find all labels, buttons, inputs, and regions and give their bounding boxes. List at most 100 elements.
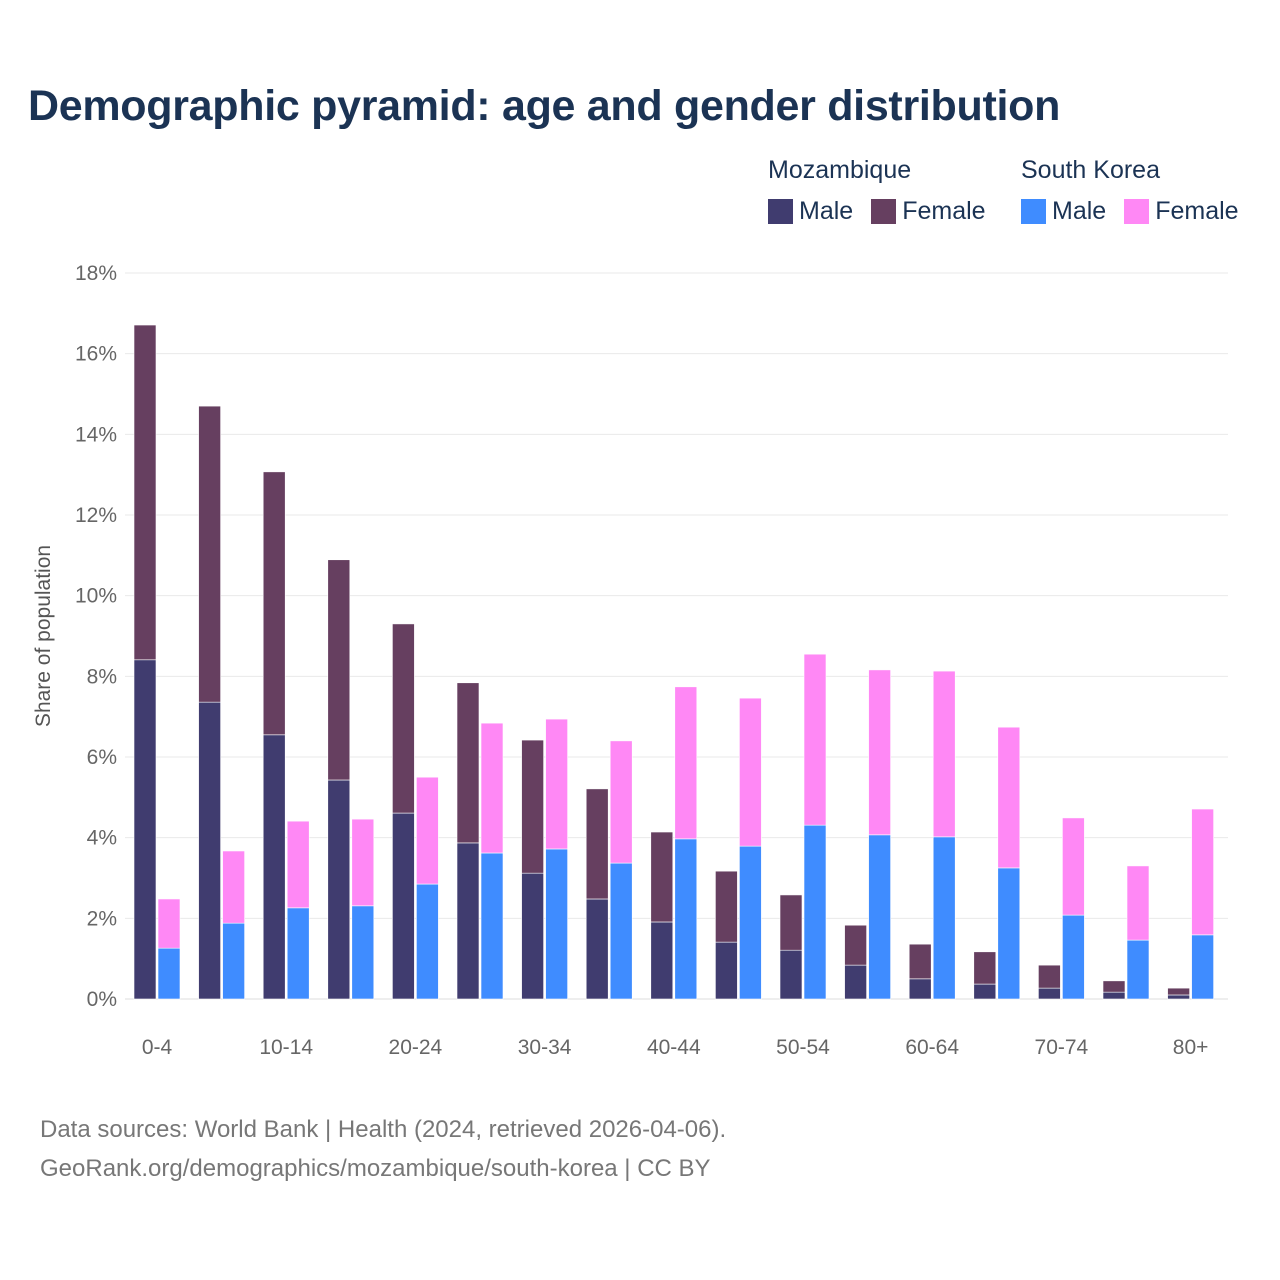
bar-mozambique-male (650, 921, 674, 1000)
bar-mozambique-female (973, 951, 997, 985)
x-tick-label: 30-34 (518, 1036, 572, 1059)
bar-south-korea-male (416, 883, 439, 1000)
x-tick-label: 10-14 (259, 1036, 313, 1059)
bar-south-korea-female (286, 820, 310, 909)
y-tick-label: 0% (87, 988, 117, 1011)
bar-south-korea-female (480, 722, 504, 854)
bar-south-korea-male (351, 905, 375, 1000)
bar-south-korea-male (609, 862, 633, 1000)
bar-south-korea-male (545, 848, 568, 1000)
y-tick-label: 2% (87, 907, 117, 930)
bar-south-korea-male (803, 824, 827, 1000)
y-tick-label: 16% (75, 343, 117, 366)
legend-label: Female (902, 197, 986, 225)
legend-label: Male (1052, 197, 1107, 225)
y-tick-label: 18% (75, 262, 117, 285)
bar-south-korea-male (222, 922, 245, 1000)
bar-south-korea-female (351, 818, 375, 907)
bar-south-korea-female (416, 776, 439, 885)
bar-south-korea-male (480, 852, 504, 1000)
chart-title: Demographic pyramid: age and gender dist… (28, 82, 1061, 130)
bar-south-korea-female (545, 718, 568, 850)
bar-mozambique-male (1102, 991, 1126, 1000)
bar-mozambique-male (198, 701, 221, 1000)
legend-group-name: Mozambique (768, 156, 912, 184)
x-tick-label: 60-64 (905, 1036, 959, 1059)
bar-mozambique-male (715, 941, 738, 1000)
bar-south-korea-female (739, 697, 762, 847)
legend-south-korea: South Korea Male Female (1021, 156, 1239, 226)
bar-mozambique-female (392, 623, 415, 814)
legend-swatch (768, 199, 793, 224)
bar-mozambique-male (585, 898, 609, 1000)
bar-mozambique-male (908, 978, 932, 1000)
bar-south-korea-female (1062, 817, 1085, 916)
bar-south-korea-male (1062, 914, 1085, 1000)
y-axis-label: Share of population (32, 545, 55, 727)
bar-south-korea-male (868, 834, 891, 1000)
x-tick-label: 70-74 (1035, 1036, 1089, 1059)
bar-mozambique-female (844, 924, 867, 966)
bar-south-korea-female (222, 850, 245, 924)
legend-item-south-korea-female[interactable]: Female (1124, 197, 1239, 226)
bar-south-korea-female (803, 653, 827, 826)
bar-south-korea-female (157, 898, 181, 949)
x-tick-label: 80+ (1173, 1036, 1209, 1059)
legend-swatch (871, 199, 897, 224)
y-tick-label: 4% (87, 827, 117, 850)
bar-south-korea-female (609, 740, 633, 864)
bar-mozambique-female (1167, 987, 1190, 996)
bar-mozambique-female (1038, 964, 1061, 989)
legend-item-south-korea-male[interactable]: Male (1021, 197, 1106, 226)
bar-south-korea-male (1126, 939, 1150, 1000)
legend-swatch (1124, 199, 1150, 224)
y-tick-label: 8% (87, 665, 117, 688)
bar-south-korea-male (157, 947, 181, 1000)
bar-south-korea-female (1126, 865, 1150, 941)
bar-south-korea-female (868, 669, 891, 836)
legend-label: Male (799, 197, 854, 225)
bar-south-korea-male (1191, 934, 1214, 1000)
bar-south-korea-male (932, 836, 956, 1000)
legend-swatch (1021, 199, 1046, 224)
legend-item-mozambique-female[interactable]: Female (871, 197, 986, 226)
bar-south-korea-female (1191, 808, 1214, 936)
bar-mozambique-male (262, 734, 286, 1000)
bar-south-korea-female (997, 726, 1021, 869)
bar-mozambique-female (585, 788, 609, 900)
bar-mozambique-female (908, 943, 932, 980)
x-tick-label: 20-24 (389, 1036, 443, 1059)
x-tick-label: 50-54 (776, 1036, 830, 1059)
bar-mozambique-male (1167, 994, 1190, 1000)
bar-mozambique-female (650, 831, 674, 923)
bar-south-korea-male (739, 845, 762, 1000)
bar-mozambique-female (198, 405, 221, 703)
bar-mozambique-female (262, 471, 286, 736)
legend-label: Female (1155, 197, 1239, 225)
bar-mozambique-male (779, 949, 803, 1000)
bar-south-korea-female (674, 686, 698, 840)
y-tick-label: 6% (87, 746, 117, 769)
bar-mozambique-female (456, 682, 480, 844)
bar-mozambique-female (327, 559, 351, 781)
bar-south-korea-male (286, 907, 310, 1000)
bar-mozambique-male (327, 779, 351, 1000)
bar-mozambique-male (1038, 987, 1061, 1000)
bar-mozambique-male (133, 659, 157, 1000)
source-link[interactable]: GeoRank.org/demographics/mozambique/sout… (40, 1155, 711, 1182)
bar-mozambique-male (521, 872, 544, 1000)
bar-mozambique-male (392, 812, 415, 1000)
bar-mozambique-male (973, 983, 997, 1000)
legend-item-mozambique-male[interactable]: Male (768, 197, 853, 226)
bar-mozambique-male (844, 964, 867, 1000)
bar-mozambique-female (779, 894, 803, 951)
y-tick-label: 10% (75, 585, 117, 608)
bar-mozambique-male (456, 842, 480, 1000)
legend-group-name: South Korea (1021, 156, 1160, 184)
bar-mozambique-female (521, 739, 544, 874)
bar-mozambique-female (715, 870, 738, 943)
bar-mozambique-female (1102, 980, 1126, 993)
bar-south-korea-male (997, 867, 1021, 1000)
x-tick-label: 40-44 (647, 1036, 701, 1059)
